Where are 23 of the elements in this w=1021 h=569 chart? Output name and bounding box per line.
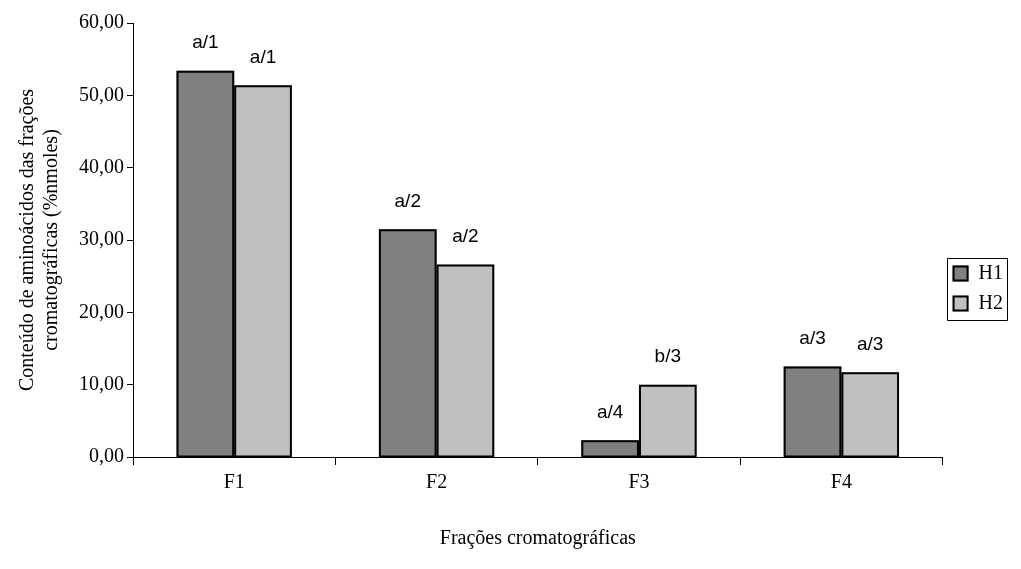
x-tick-label: F4	[830, 470, 852, 493]
annotation: a/1	[249, 45, 277, 67]
annotation: a/2	[394, 189, 421, 211]
y-tick-label: 10,00	[79, 371, 124, 394]
y-axis-title: Conteúdo de aminoácidos das frações cromatográficas (%nmoles)	[15, 88, 63, 392]
legend-label: H2	[978, 290, 1004, 313]
annotation: a/2	[452, 225, 479, 247]
y-tick-label: 40,00	[79, 154, 124, 177]
x-axis-title: Frações cromatográficas	[439, 526, 636, 550]
y-tick-label: 30,00	[79, 227, 124, 250]
x-tick-label: F3	[628, 470, 650, 493]
y-tick-label: 50,00	[79, 82, 124, 105]
y-tick-label: 0,00	[89, 444, 124, 467]
annotation: a/3	[799, 327, 826, 349]
annotation: a/1	[192, 31, 219, 53]
x-tick-label: F1	[223, 470, 245, 493]
annotation: a/3	[856, 333, 884, 355]
annotation: a/4	[596, 401, 624, 423]
y-tick-label: 60,00	[79, 10, 124, 33]
y-tick-label: 20,00	[79, 299, 124, 322]
x-tick-label: F2	[426, 470, 448, 493]
legend-label: H1	[978, 260, 1004, 283]
annotation: b/3	[654, 345, 682, 367]
